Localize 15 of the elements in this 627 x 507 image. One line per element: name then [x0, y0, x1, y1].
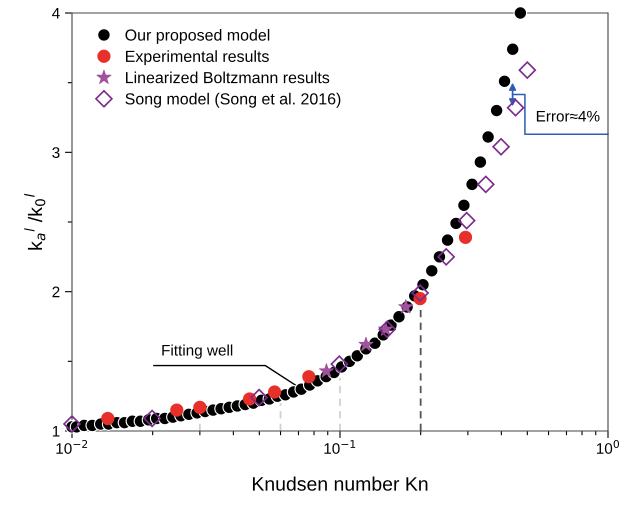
y-tick-label: 3 [52, 147, 60, 158]
legend-label: Linearized Boltzmann results [126, 72, 330, 84]
legend-label: Experimental results [126, 50, 269, 66]
x-axis-title: Knudsen number Kn [252, 476, 428, 491]
x-tick-label: 10$^{−2}$ [56, 440, 88, 454]
y-tick-label: 1 [52, 426, 60, 437]
y-axis-title: k$_{a}$$^{l}$ /k$_{0}$$^{l}$ [24, 194, 46, 250]
annotation: Fitting well [162, 344, 232, 359]
x-tick-label: 10$^{0}$ [596, 440, 620, 454]
annotation: Error≈4% [536, 110, 600, 122]
y-tick-label: 4 [52, 8, 60, 19]
legend-label: Our proposed model [125, 28, 270, 44]
legend-label: Song model (Song et al. 2016) [125, 92, 340, 108]
x-tick-label: 10$^{−1}$ [324, 440, 356, 454]
y-tick-label: 2 [52, 286, 60, 298]
